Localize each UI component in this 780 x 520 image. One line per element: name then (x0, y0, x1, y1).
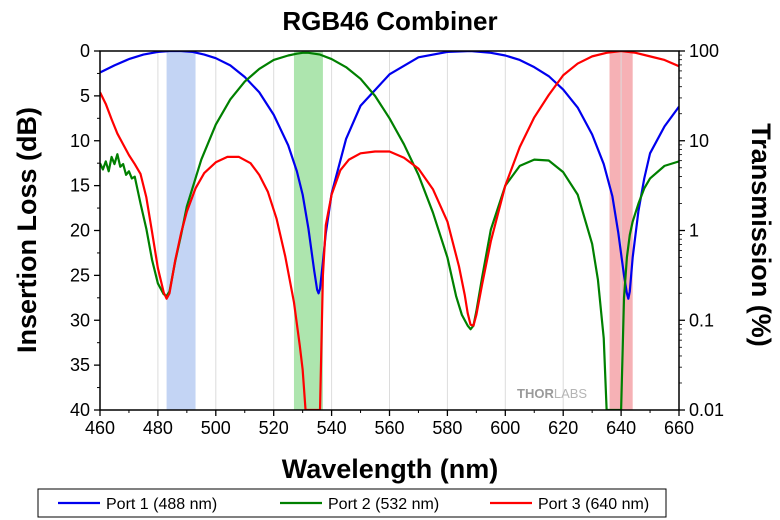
x-tick-label-620: 620 (548, 418, 578, 438)
x-tick-label-560: 560 (374, 418, 404, 438)
x-axis-label: Wavelength (nm) (282, 454, 499, 484)
y-tick-label-25: 25 (70, 265, 90, 285)
x-tick-label-480: 480 (143, 418, 173, 438)
x-tick-label-600: 600 (490, 418, 520, 438)
x-tick-label-580: 580 (432, 418, 462, 438)
series-lines (100, 51, 679, 410)
x-tick-label-500: 500 (201, 418, 231, 438)
watermark-thor: THOR (517, 386, 554, 401)
legend-label-port-1: Port 1 (488 nm) (106, 496, 217, 513)
legend-label-port-3: Port 3 (640 nm) (538, 496, 649, 513)
x-tick-label-460: 460 (85, 418, 115, 438)
watermark-logo: THORLABS (517, 386, 587, 401)
x-tick-label-540: 540 (317, 418, 347, 438)
y-tick-label-0: 0 (80, 41, 90, 61)
series-line-port-3 (100, 51, 679, 410)
chart-title: RGB46 Combiner (282, 6, 497, 36)
y2-tick-label-100: 100 (689, 41, 719, 61)
y-tick-label-5: 5 (80, 86, 90, 106)
y-axis-right: 100 10 1 0.1 0.01 (679, 41, 724, 420)
x-tick-label-520: 520 (259, 418, 289, 438)
series-line-port-2 (100, 51, 679, 410)
x-tick-label-660: 660 (664, 418, 694, 438)
gridlines (157, 51, 622, 410)
x-tick-label-640: 640 (606, 418, 636, 438)
svg-text:THORLABS: THORLABS (517, 386, 587, 401)
y2-tick-label-1: 1 (689, 221, 699, 241)
y2-tick-label-10: 10 (689, 131, 709, 151)
y-tick-label-10: 10 (70, 131, 90, 151)
y-tick-label-15: 15 (70, 176, 90, 196)
y-tick-label-30: 30 (70, 310, 90, 330)
legend-box (37, 488, 667, 518)
y-tick-label-35: 35 (70, 355, 90, 375)
x-axis: 460 480 500 520 540 560 580 600 620 640 660 (85, 410, 694, 438)
legend-label-port-2: Port 2 (532 nm) (328, 496, 439, 513)
watermark-labs: LABS (554, 386, 588, 401)
y-tick-label-20: 20 (70, 221, 90, 241)
y-axis-left: 0 5 10 15 20 25 30 35 40 (70, 41, 100, 420)
y2-tick-label-0.1: 0.1 (689, 310, 714, 330)
y2-axis-label: Transmission (%) (746, 123, 776, 347)
legend: Port 1 (488 nm) Port 2 (532 nm) Port 3 (64… (37, 488, 667, 518)
y-axis-label: Insertion Loss (dB) (12, 107, 42, 353)
y-tick-label-40: 40 (70, 400, 90, 420)
y2-tick-label-0.01: 0.01 (689, 400, 724, 420)
